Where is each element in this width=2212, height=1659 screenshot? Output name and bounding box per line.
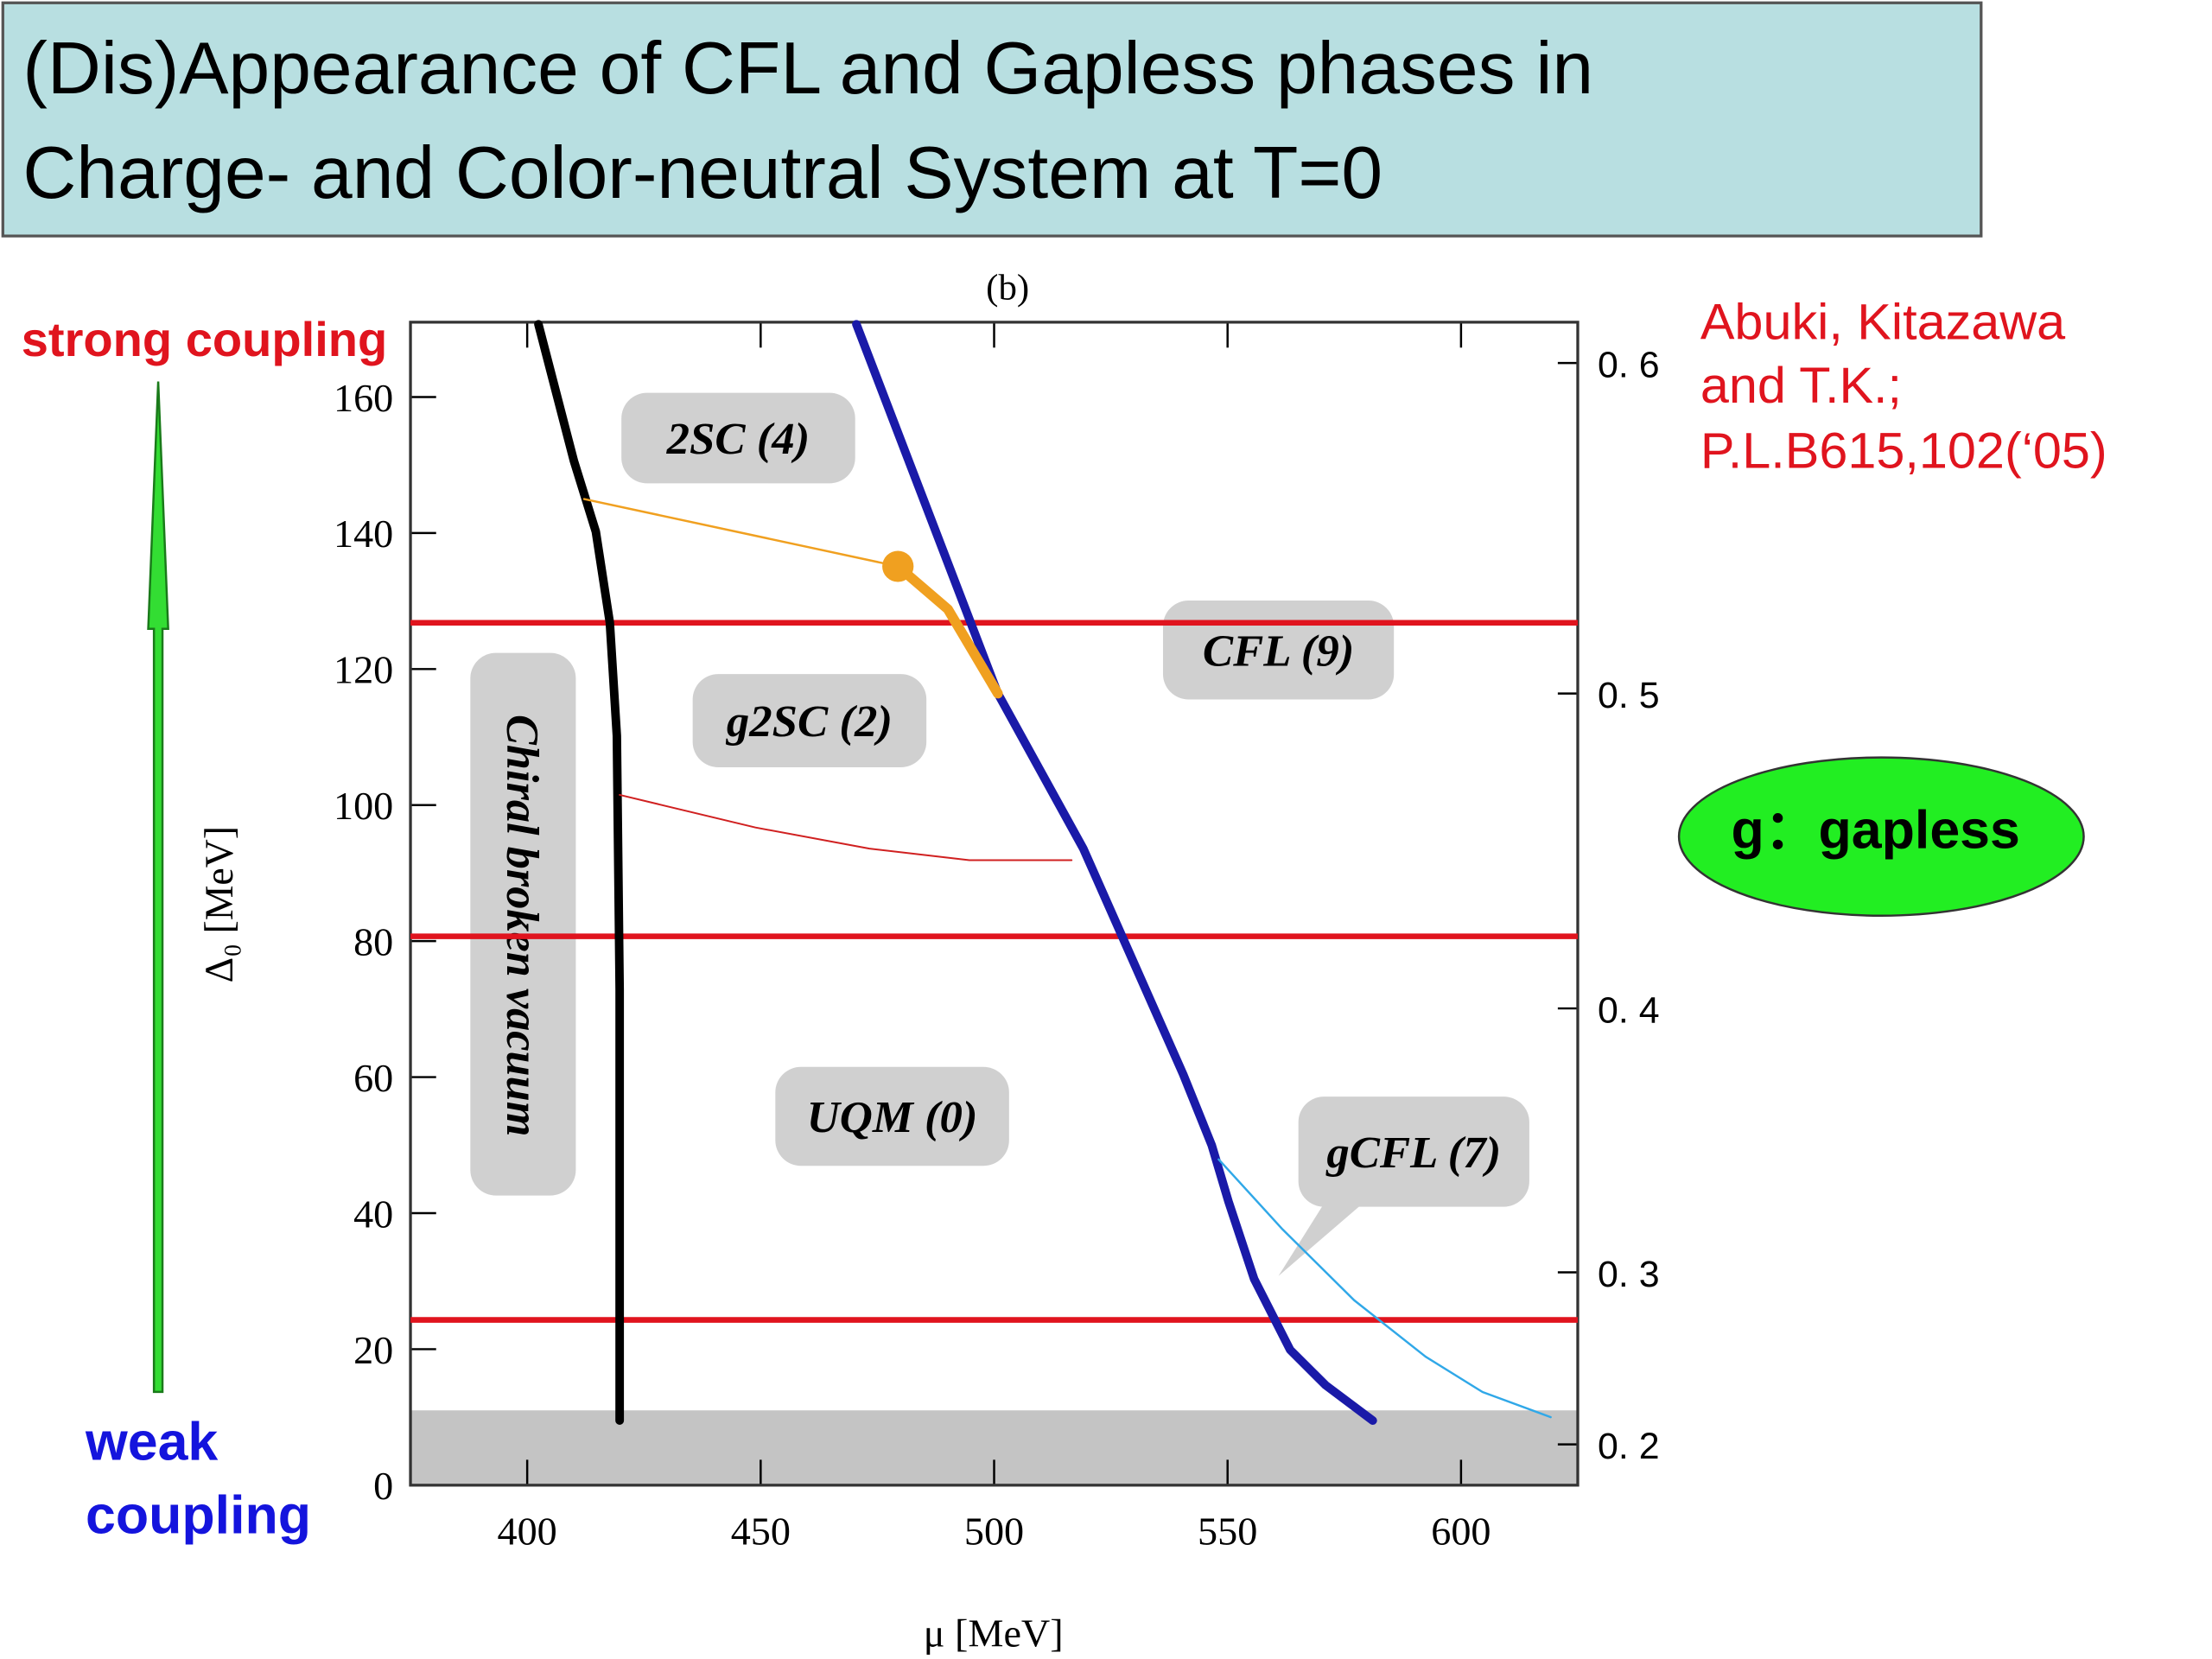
y2-tick-label: 0. 4 [1598, 990, 1660, 1032]
phase-boundary [893, 561, 1003, 699]
region-label: Chiral broken vacuum [497, 715, 547, 1136]
region-label: CFL (9) [1203, 626, 1354, 676]
y2-tick-label: 0. 3 [1598, 1254, 1660, 1295]
y-axis-label: Δ₀ [MeV] [197, 826, 241, 982]
plot-frame [409, 321, 1580, 1487]
phase-boundary [619, 793, 1073, 861]
phase-boundary [582, 498, 899, 568]
citation: Abuki, Kitazawa [1700, 293, 2065, 351]
region-box [1298, 1096, 1529, 1207]
x-tick-label: 600 [1431, 1510, 1491, 1554]
strong-label: strong coupling [22, 312, 388, 366]
phase-boundary [852, 320, 1377, 1425]
citation: P.L.B615,102(‘05) [1700, 422, 2107, 480]
phase-boundary [1217, 1158, 1552, 1419]
y-tick-label: 20 [353, 1328, 393, 1372]
title-line: (Dis)Appearance of CFL and Gapless phase… [22, 28, 1593, 110]
region-box [470, 652, 576, 1196]
gapless-note: g：gapless [1732, 800, 2020, 860]
citation: and T.K.; [1700, 356, 1902, 414]
region-label: 2SC (4) [666, 414, 810, 464]
title-line: Charge- and Color-neutral System at T=0 [22, 132, 1382, 214]
x-tick-label: 450 [731, 1510, 791, 1554]
x-tick-label: 550 [1198, 1510, 1257, 1554]
region-label: g2SC (2) [726, 696, 893, 747]
panel-label: (b) [986, 268, 1029, 308]
y2-tick-label: 0. 6 [1598, 345, 1660, 386]
y2-tick-label: 0. 2 [1598, 1426, 1660, 1467]
weak-label: weak [85, 1413, 219, 1472]
region-label: UQM (0) [807, 1092, 978, 1142]
title-box [1, 1, 1983, 238]
x-tick-label: 500 [964, 1510, 1024, 1554]
gapless-ellipse [1677, 756, 2085, 917]
region-label: gCFL (7) [1325, 1128, 1501, 1178]
region-box [621, 392, 855, 484]
weak-label: coupling [86, 1486, 311, 1546]
phase-boundary [534, 320, 625, 1425]
y-tick-label: 0 [373, 1464, 393, 1508]
y-tick-label: 40 [353, 1192, 393, 1236]
region-box [692, 674, 927, 768]
region-box [775, 1066, 1009, 1166]
y-tick-label: 160 [334, 376, 393, 420]
critical-point [882, 550, 914, 582]
x-axis-label: μ [MeV] [924, 1611, 1064, 1655]
y-tick-label: 140 [334, 512, 393, 556]
y-tick-label: 100 [334, 784, 393, 828]
y2-tick-label: 0. 5 [1598, 675, 1660, 716]
y-tick-label: 120 [334, 648, 393, 692]
y-tick-label: 60 [353, 1056, 393, 1100]
y-tick-label: 80 [353, 920, 393, 964]
arrow [147, 381, 169, 1394]
x-tick-label: 400 [498, 1510, 557, 1554]
